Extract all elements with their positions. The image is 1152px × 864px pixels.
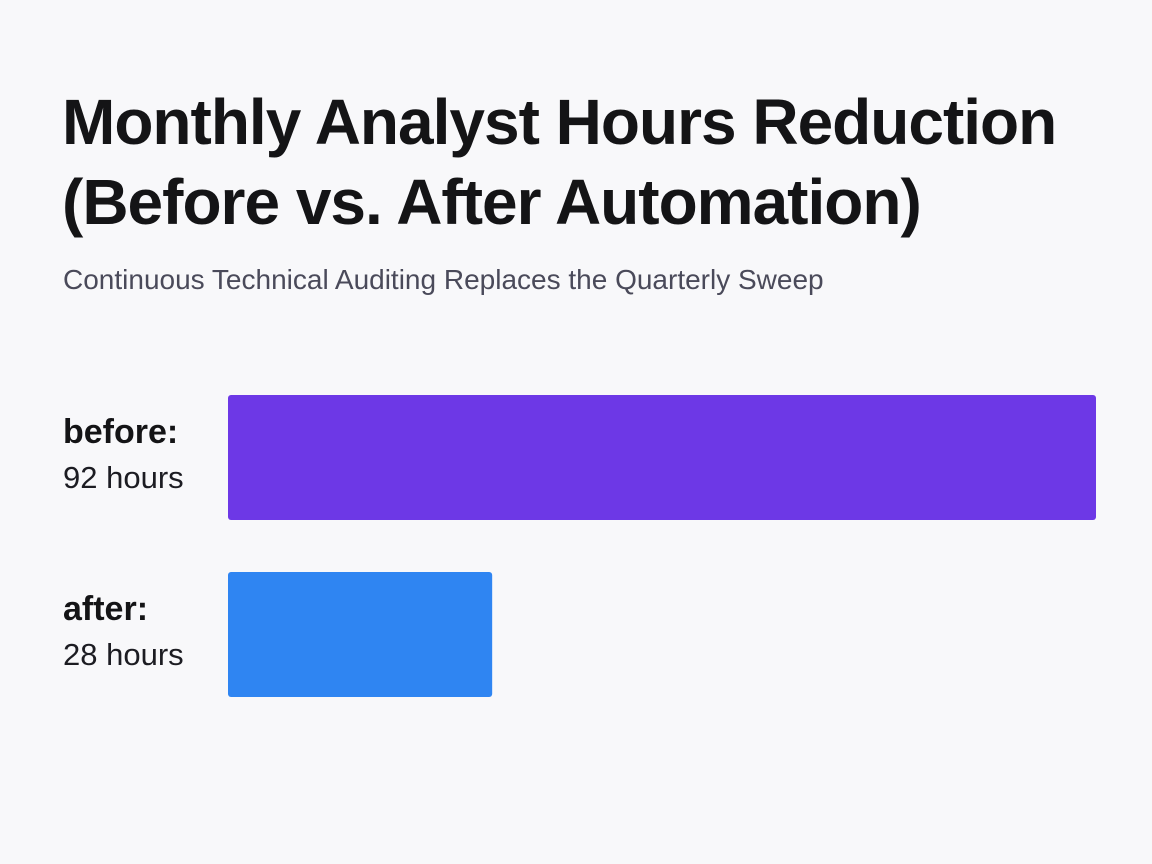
category-label-before: before: bbox=[63, 413, 178, 451]
value-label-after: 28 hours bbox=[63, 637, 184, 672]
value-label-before: 92 hours bbox=[63, 460, 184, 495]
chart-subtitle: Continuous Technical Auditing Replaces t… bbox=[63, 264, 824, 295]
bar-before bbox=[228, 395, 1096, 520]
category-label-after: after: bbox=[63, 590, 148, 628]
chart-title: Monthly Analyst Hours Reduction (Before … bbox=[62, 86, 1057, 238]
bar-after bbox=[228, 572, 493, 697]
